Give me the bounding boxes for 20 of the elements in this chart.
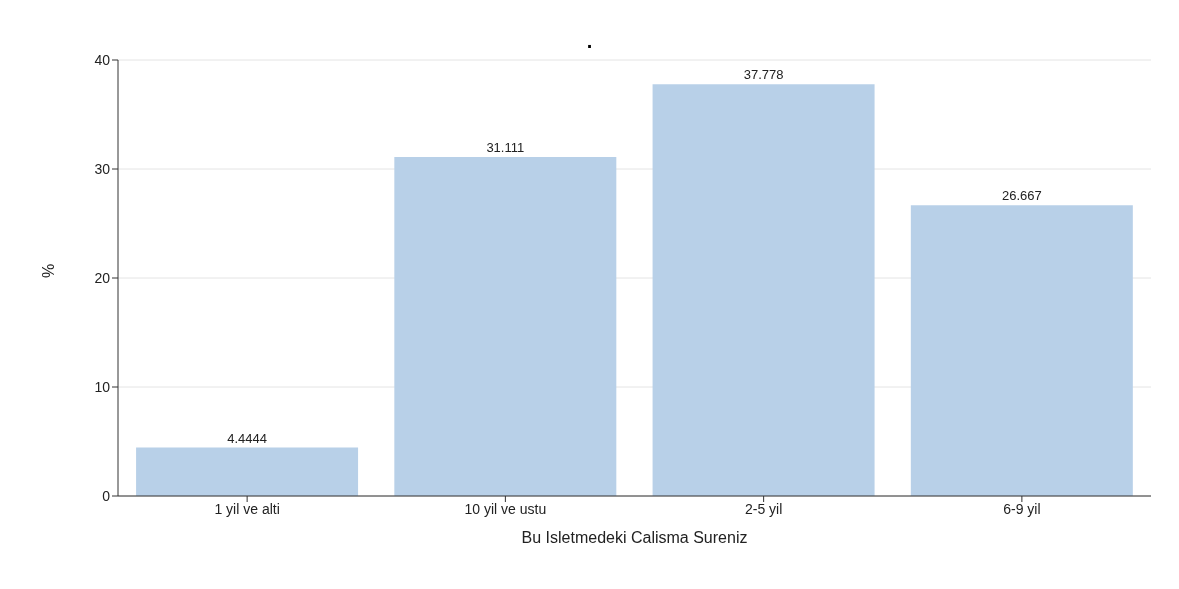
data-label: 37.778 — [743, 67, 784, 83]
data-label: 4.4444 — [227, 430, 267, 446]
y-tick-label: 0 — [102, 487, 111, 504]
y-tick-label: 10 — [94, 378, 111, 395]
bar — [136, 447, 359, 496]
bar — [910, 205, 1133, 496]
data-label: 26.667 — [1001, 188, 1042, 204]
x-tick-label: 10 yil ve ustu — [464, 500, 547, 517]
y-tick-label: 30 — [94, 160, 111, 177]
y-axis-title: % — [39, 263, 57, 278]
bar — [394, 156, 617, 496]
bar — [652, 84, 875, 496]
x-axis-title: Bu Isletmedeki Calisma Sureniz — [521, 529, 748, 546]
x-tick-label: 6-9 yil — [1003, 500, 1041, 517]
chart-title: . — [585, 30, 594, 53]
x-tick-label: 2-5 yil — [744, 500, 783, 517]
data-label: 31.111 — [486, 139, 525, 155]
y-tick-label: 40 — [94, 51, 111, 68]
x-tick-label: 1 yil ve alti — [214, 500, 280, 517]
y-tick-label: 20 — [94, 269, 111, 286]
